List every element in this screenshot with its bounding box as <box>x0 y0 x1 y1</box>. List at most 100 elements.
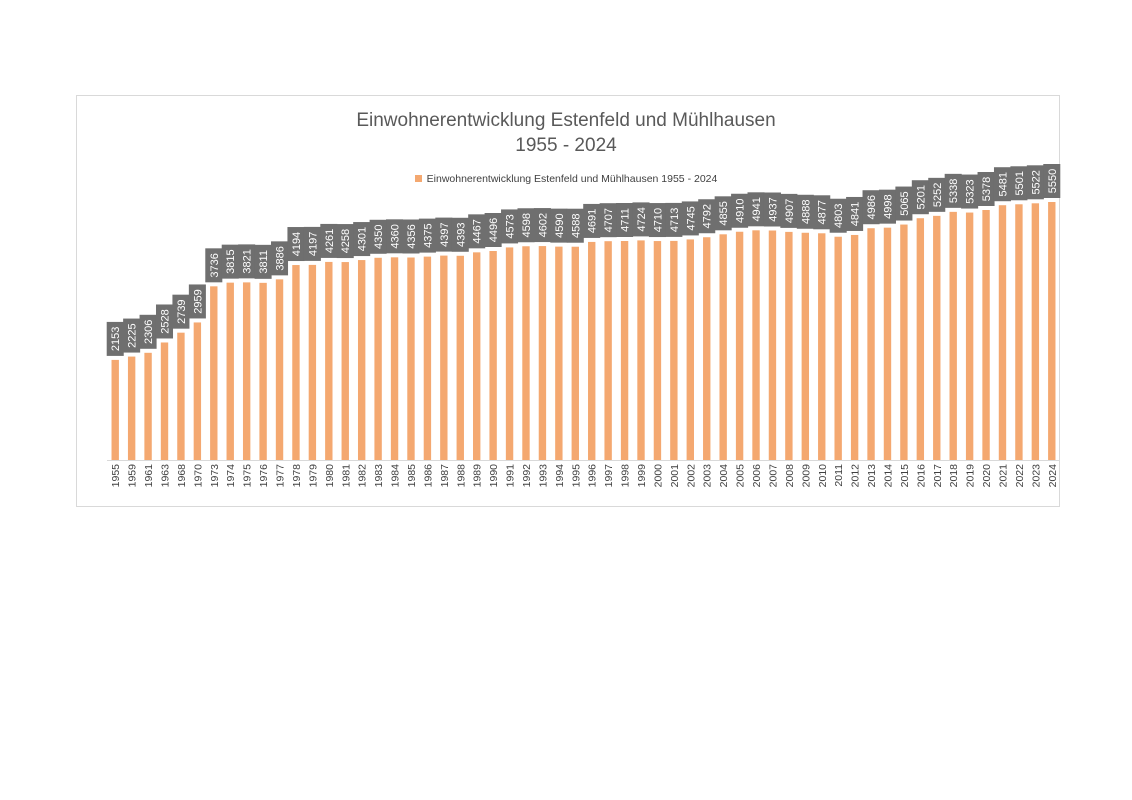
data-label-text: 3811 <box>258 250 270 274</box>
data-label-2008: 4907 <box>780 193 798 228</box>
x-tick-label-1976: 1976 <box>258 464 270 488</box>
bar-1961 <box>144 352 152 460</box>
data-label-text: 4360 <box>390 224 402 248</box>
bar-1988 <box>456 255 464 460</box>
data-label-text: 3736 <box>209 253 221 277</box>
x-tick-label-2006: 2006 <box>751 464 763 488</box>
data-label-1997: 4707 <box>599 203 617 238</box>
bar-1959 <box>127 356 136 460</box>
data-label-box <box>911 180 929 215</box>
data-label-text: 4397 <box>439 222 451 246</box>
data-label-text: 4745 <box>685 206 697 230</box>
data-label-box <box>221 244 239 279</box>
bar-1982 <box>357 260 366 460</box>
data-label-1961: 2306 <box>139 314 157 349</box>
data-label-box <box>763 192 781 227</box>
x-tick-label-2001: 2001 <box>669 464 681 488</box>
data-label-1982: 4301 <box>353 222 371 257</box>
data-label-box <box>566 208 584 243</box>
data-label-text: 5323 <box>965 179 977 203</box>
data-label-2009: 4888 <box>796 194 814 229</box>
data-label-2016: 5201 <box>911 180 929 215</box>
data-label-1955: 2153 <box>106 321 124 356</box>
bar-1978 <box>292 265 300 460</box>
data-label-box <box>1026 165 1044 200</box>
bar-2000 <box>653 241 662 460</box>
data-label-box <box>714 196 732 231</box>
x-tick-label-2014: 2014 <box>882 464 894 488</box>
bar-2013 <box>867 228 875 460</box>
data-label-text: 4301 <box>357 227 369 251</box>
x-tick-label-2003: 2003 <box>702 464 714 488</box>
bar-2008 <box>785 231 793 460</box>
x-tick-label-1996: 1996 <box>587 464 599 488</box>
bar-2011 <box>834 236 842 460</box>
x-tick-label-1988: 1988 <box>455 464 467 488</box>
data-label-1991: 4573 <box>501 209 519 244</box>
data-label-text: 3821 <box>242 249 254 273</box>
data-label-box <box>648 203 666 238</box>
data-label-1985: 4356 <box>402 219 420 254</box>
data-label-text: 4937 <box>767 197 779 221</box>
x-tick-label-1997: 1997 <box>603 464 615 488</box>
data-label-box <box>287 227 305 262</box>
data-label-2017: 5252 <box>928 177 946 212</box>
data-label-1993: 4602 <box>533 208 551 243</box>
data-label-2001: 4713 <box>665 202 683 237</box>
data-label-2023: 5522 <box>1026 165 1044 200</box>
bar-2018 <box>949 211 957 460</box>
bar-1998 <box>620 241 629 460</box>
x-tick-label-1970: 1970 <box>192 464 204 488</box>
data-label-1996: 4691 <box>583 203 601 238</box>
bar-2021 <box>998 205 1007 460</box>
data-label-box <box>616 203 634 237</box>
data-label-box <box>780 193 798 228</box>
data-label-box <box>862 190 880 225</box>
bar-2003 <box>703 237 711 460</box>
x-tick-label-1963: 1963 <box>160 464 172 488</box>
data-label-box <box>468 214 486 249</box>
x-tick-label-1983: 1983 <box>373 464 385 488</box>
chart-subtitle: 1955 - 2024 <box>515 135 617 156</box>
data-label-text: 4602 <box>537 213 549 237</box>
data-label-box <box>336 224 354 259</box>
data-label-box <box>254 244 272 279</box>
data-label-box <box>961 174 979 209</box>
data-label-2005: 4910 <box>731 193 749 228</box>
data-label-2019: 5323 <box>961 174 979 209</box>
x-tick-label-2018: 2018 <box>948 464 960 488</box>
data-label-box <box>172 294 190 329</box>
data-label-text: 5065 <box>899 191 911 215</box>
bar-1970 <box>193 322 202 460</box>
data-label-box <box>369 219 387 254</box>
data-label-text: 4261 <box>324 229 336 253</box>
data-label-box <box>435 217 453 252</box>
bar-2019 <box>965 212 974 460</box>
data-label-text: 4724 <box>636 207 648 231</box>
data-label-text: 4888 <box>800 200 812 224</box>
data-label-box <box>123 318 141 353</box>
data-label-text: 3886 <box>275 246 287 270</box>
data-label-text: 4590 <box>554 213 566 237</box>
data-label-box <box>599 203 617 238</box>
bar-1996 <box>588 241 596 460</box>
data-label-1973: 3736 <box>205 248 223 283</box>
chart-title-line: Einwohnerentwicklung Estenfeld und Mühlh… <box>356 110 776 131</box>
data-label-1998: 4711 <box>616 203 634 237</box>
x-tick-label-2000: 2000 <box>652 464 664 488</box>
bar-2004 <box>719 234 727 460</box>
data-label-text: 5252 <box>932 183 944 207</box>
data-label-box <box>303 226 321 261</box>
bar-2022 <box>1015 204 1023 460</box>
x-tick-label-1982: 1982 <box>357 464 369 488</box>
data-label-text: 2153 <box>110 327 122 351</box>
data-label-1984: 4360 <box>386 219 404 254</box>
data-label-text: 4375 <box>422 223 434 247</box>
x-tick-label-2004: 2004 <box>718 464 730 488</box>
bar-1977 <box>275 279 284 460</box>
data-label-2022: 5501 <box>1010 166 1028 201</box>
bar-1995 <box>571 246 579 460</box>
x-tick-label-2021: 2021 <box>997 464 1009 488</box>
data-label-1978: 4194 <box>287 227 305 262</box>
